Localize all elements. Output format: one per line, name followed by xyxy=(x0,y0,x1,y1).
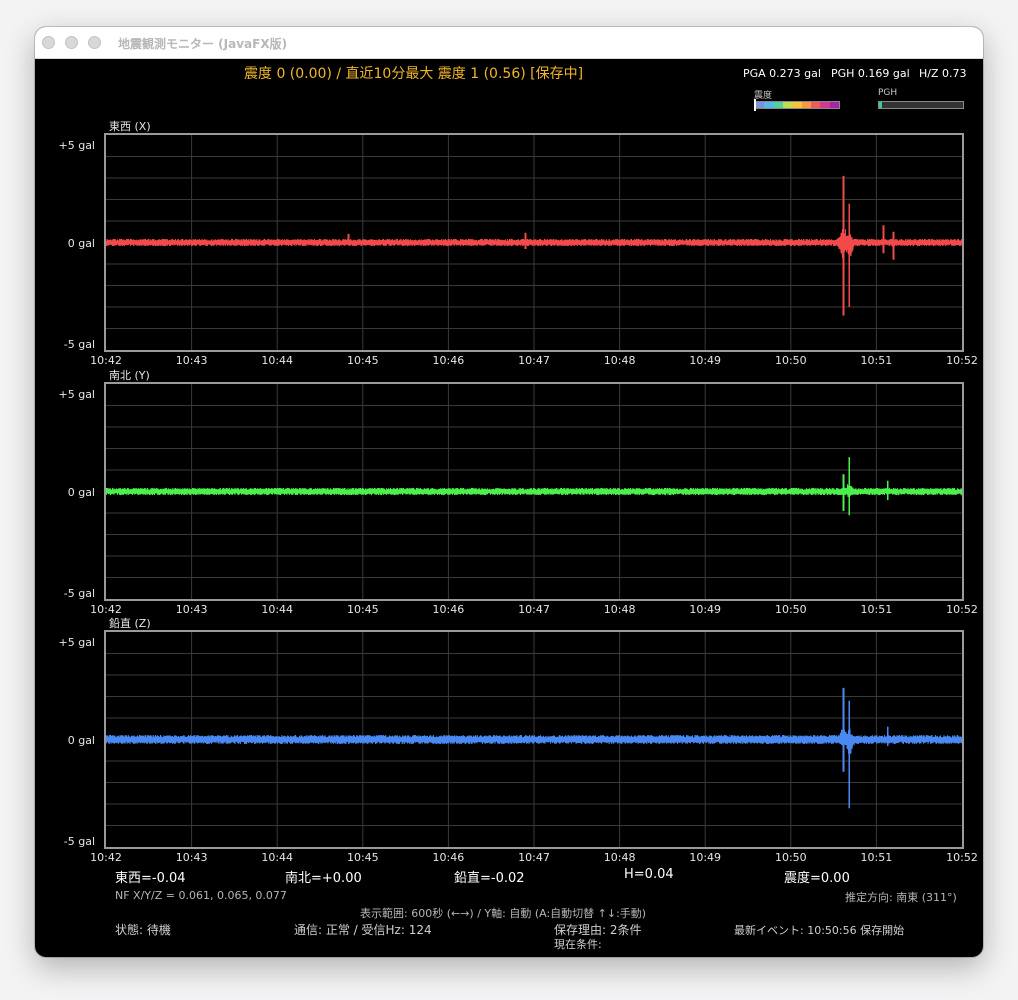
y-tick-label: 0 gal xyxy=(67,237,95,250)
x-tick-label: 10:48 xyxy=(603,354,636,367)
x-tick-label: 10:49 xyxy=(689,603,722,616)
noise-floor-info: NF X/Y/Z = 0.061, 0.065, 0.077 xyxy=(115,889,287,902)
intensity-meter-segment xyxy=(829,102,839,108)
x-tick-label: 10:42 xyxy=(90,851,122,864)
waveform-series xyxy=(106,175,962,316)
x-tick-label: 10:47 xyxy=(518,354,550,367)
display-range-info: 表示範囲: 600秒 (←→) / Y軸: 自動 (A:自動切替 ↑↓:手動) xyxy=(360,907,647,920)
estimated-direction: 推定方向: 南東 (311°) xyxy=(845,891,957,904)
pga-value: PGA 0.273 gal xyxy=(743,67,821,80)
x-tick-label: 10:43 xyxy=(175,851,208,864)
status-latest-event: 最新イベント: 10:50:56 保存開始 xyxy=(734,924,905,937)
readout-horizontal: H=0.04 xyxy=(624,867,674,882)
x-tick-label: 10:46 xyxy=(432,354,465,367)
status-save-reason: 保存理由: 2条件 xyxy=(554,923,642,937)
intensity-meter-segment xyxy=(811,102,821,108)
waveform-plot[interactable] xyxy=(104,630,964,849)
x-tick-label: 10:50 xyxy=(774,851,807,864)
intensity-meter-segment xyxy=(801,102,812,108)
x-tick-label: 10:51 xyxy=(860,354,893,367)
intensity-meter-segment xyxy=(773,102,784,108)
readout-east-west: 東西=-0.04 xyxy=(115,871,186,886)
y-tick-label: -5 gal xyxy=(63,338,95,351)
x-tick-label: 10:52 xyxy=(946,354,978,367)
intensity-meter-segment xyxy=(764,102,775,108)
x-tick-label: 10:45 xyxy=(346,354,379,367)
status-communication: 通信: 正常 / 受信Hz: 124 xyxy=(294,923,432,937)
intensity-headline: 震度 0 (0.00) / 直近10分最大 震度 1 (0.56) [保存中] xyxy=(244,66,584,82)
intensity-meter-segment xyxy=(755,102,765,108)
x-tick-label: 10:45 xyxy=(346,851,379,864)
pgh-meter xyxy=(878,101,964,109)
readout-intensity: 震度=0.00 xyxy=(784,871,850,886)
waveform-series xyxy=(106,687,962,809)
x-tick-label: 10:50 xyxy=(774,354,807,367)
y-tick-label: 0 gal xyxy=(67,734,95,747)
hz-ratio-value: H/Z 0.73 xyxy=(919,67,967,80)
window-title: 地震観測モニター (JavaFX版) xyxy=(118,37,288,51)
pgh-meter-fill xyxy=(879,102,882,108)
x-tick-label: 10:47 xyxy=(518,603,550,616)
intensity-meter-pointer xyxy=(754,99,756,111)
x-tick-label: 10:51 xyxy=(860,603,893,616)
x-tick-label: 10:43 xyxy=(175,603,208,616)
x-tick-label: 10:42 xyxy=(90,603,122,616)
x-tick-label: 10:49 xyxy=(689,851,722,864)
x-tick-label: 10:45 xyxy=(346,603,379,616)
status-state: 状態: 待機 xyxy=(115,923,171,937)
y-tick-label: -5 gal xyxy=(63,587,95,600)
x-tick-label: 10:42 xyxy=(90,354,122,367)
x-tick-label: 10:52 xyxy=(946,851,978,864)
y-tick-label: -5 gal xyxy=(63,835,95,848)
x-tick-label: 10:44 xyxy=(261,354,294,367)
x-tick-label: 10:52 xyxy=(946,603,978,616)
waveform-plot[interactable] xyxy=(104,133,964,352)
y-tick-label: +5 gal xyxy=(58,636,96,649)
x-tick-label: 10:47 xyxy=(518,851,550,864)
waveform-svg xyxy=(106,135,962,350)
minimize-window-button[interactable] xyxy=(65,36,78,49)
waveform-svg xyxy=(106,384,962,599)
y-tick-label: +5 gal xyxy=(58,139,96,152)
x-tick-label: 10:46 xyxy=(432,851,465,864)
x-tick-label: 10:43 xyxy=(175,354,208,367)
readout-vertical: 鉛直=-0.02 xyxy=(454,871,525,886)
pgh-value: PGH 0.169 gal xyxy=(831,67,910,80)
x-tick-label: 10:48 xyxy=(603,851,636,864)
x-tick-label: 10:49 xyxy=(689,354,722,367)
x-tick-label: 10:50 xyxy=(774,603,807,616)
intensity-meter-segment xyxy=(820,102,831,108)
y-tick-label: 0 gal xyxy=(67,486,95,499)
waveform-series xyxy=(106,457,962,516)
intensity-meter xyxy=(754,101,840,109)
pgh-meter-label: PGH xyxy=(878,88,898,98)
title-bar[interactable]: 地震観測モニター (JavaFX版) xyxy=(35,27,983,59)
intensity-meter-label: 震度 xyxy=(754,91,773,101)
waveform-plot[interactable] xyxy=(104,382,964,601)
chart-title: 鉛直 (Z) xyxy=(109,617,151,630)
x-tick-label: 10:44 xyxy=(261,851,294,864)
intensity-meter-segment xyxy=(783,102,793,108)
status-current-conditions: 現在条件: xyxy=(554,938,602,951)
waveform-svg xyxy=(106,632,962,847)
readout-north-south: 南北=+0.00 xyxy=(285,871,362,886)
intensity-meter-segment xyxy=(792,102,803,108)
x-tick-label: 10:48 xyxy=(603,603,636,616)
x-tick-label: 10:44 xyxy=(261,603,294,616)
app-window: 地震観測モニター (JavaFX版) 震度 0 (0.00) / 直近10分最大… xyxy=(35,27,983,957)
x-tick-label: 10:51 xyxy=(860,851,893,864)
chart-title: 南北 (Y) xyxy=(109,369,150,382)
y-tick-label: +5 gal xyxy=(58,388,96,401)
close-window-button[interactable] xyxy=(42,36,55,49)
chart-title: 東西 (X) xyxy=(109,120,151,133)
x-tick-label: 10:46 xyxy=(432,603,465,616)
zoom-window-button[interactable] xyxy=(88,36,101,49)
